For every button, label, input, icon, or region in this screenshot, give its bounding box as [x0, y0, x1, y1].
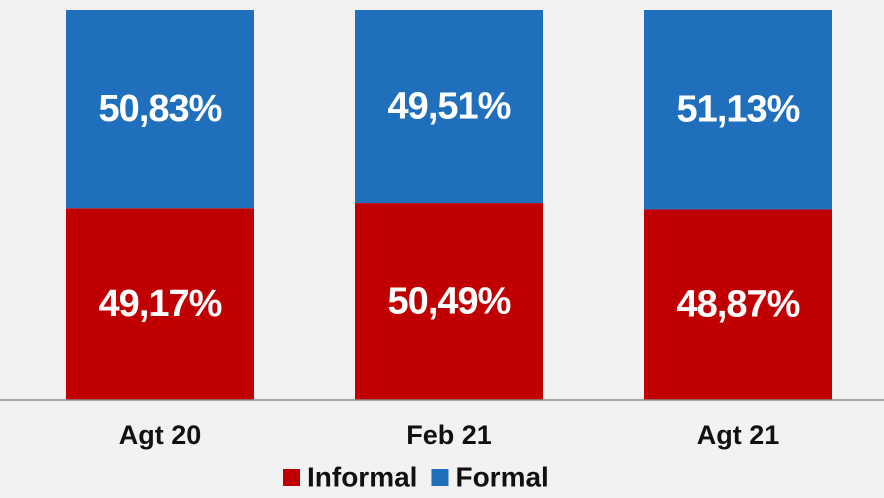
value-label: 51,13% — [677, 89, 800, 131]
legend-label: Formal — [455, 461, 548, 492]
bar-segment — [355, 10, 543, 204]
value-label: 49,51% — [388, 86, 511, 128]
value-label: 48,87% — [677, 284, 800, 326]
bar-segment — [644, 209, 832, 400]
bar-segment — [66, 10, 254, 209]
value-label: 50,83% — [99, 88, 222, 130]
x-tick-label: Feb 21 — [406, 420, 492, 450]
legend-label: Informal — [307, 461, 417, 492]
legend-swatch — [431, 469, 449, 486]
value-label: 49,17% — [99, 283, 222, 325]
x-tick-label: Agt 20 — [119, 420, 202, 450]
x-tick-label: Agt 21 — [697, 420, 780, 450]
bar-segment — [644, 10, 832, 210]
bar-segment — [355, 203, 543, 400]
legend-swatch — [283, 469, 300, 486]
bar-segment — [66, 208, 254, 400]
value-label: 50,49% — [388, 281, 511, 323]
